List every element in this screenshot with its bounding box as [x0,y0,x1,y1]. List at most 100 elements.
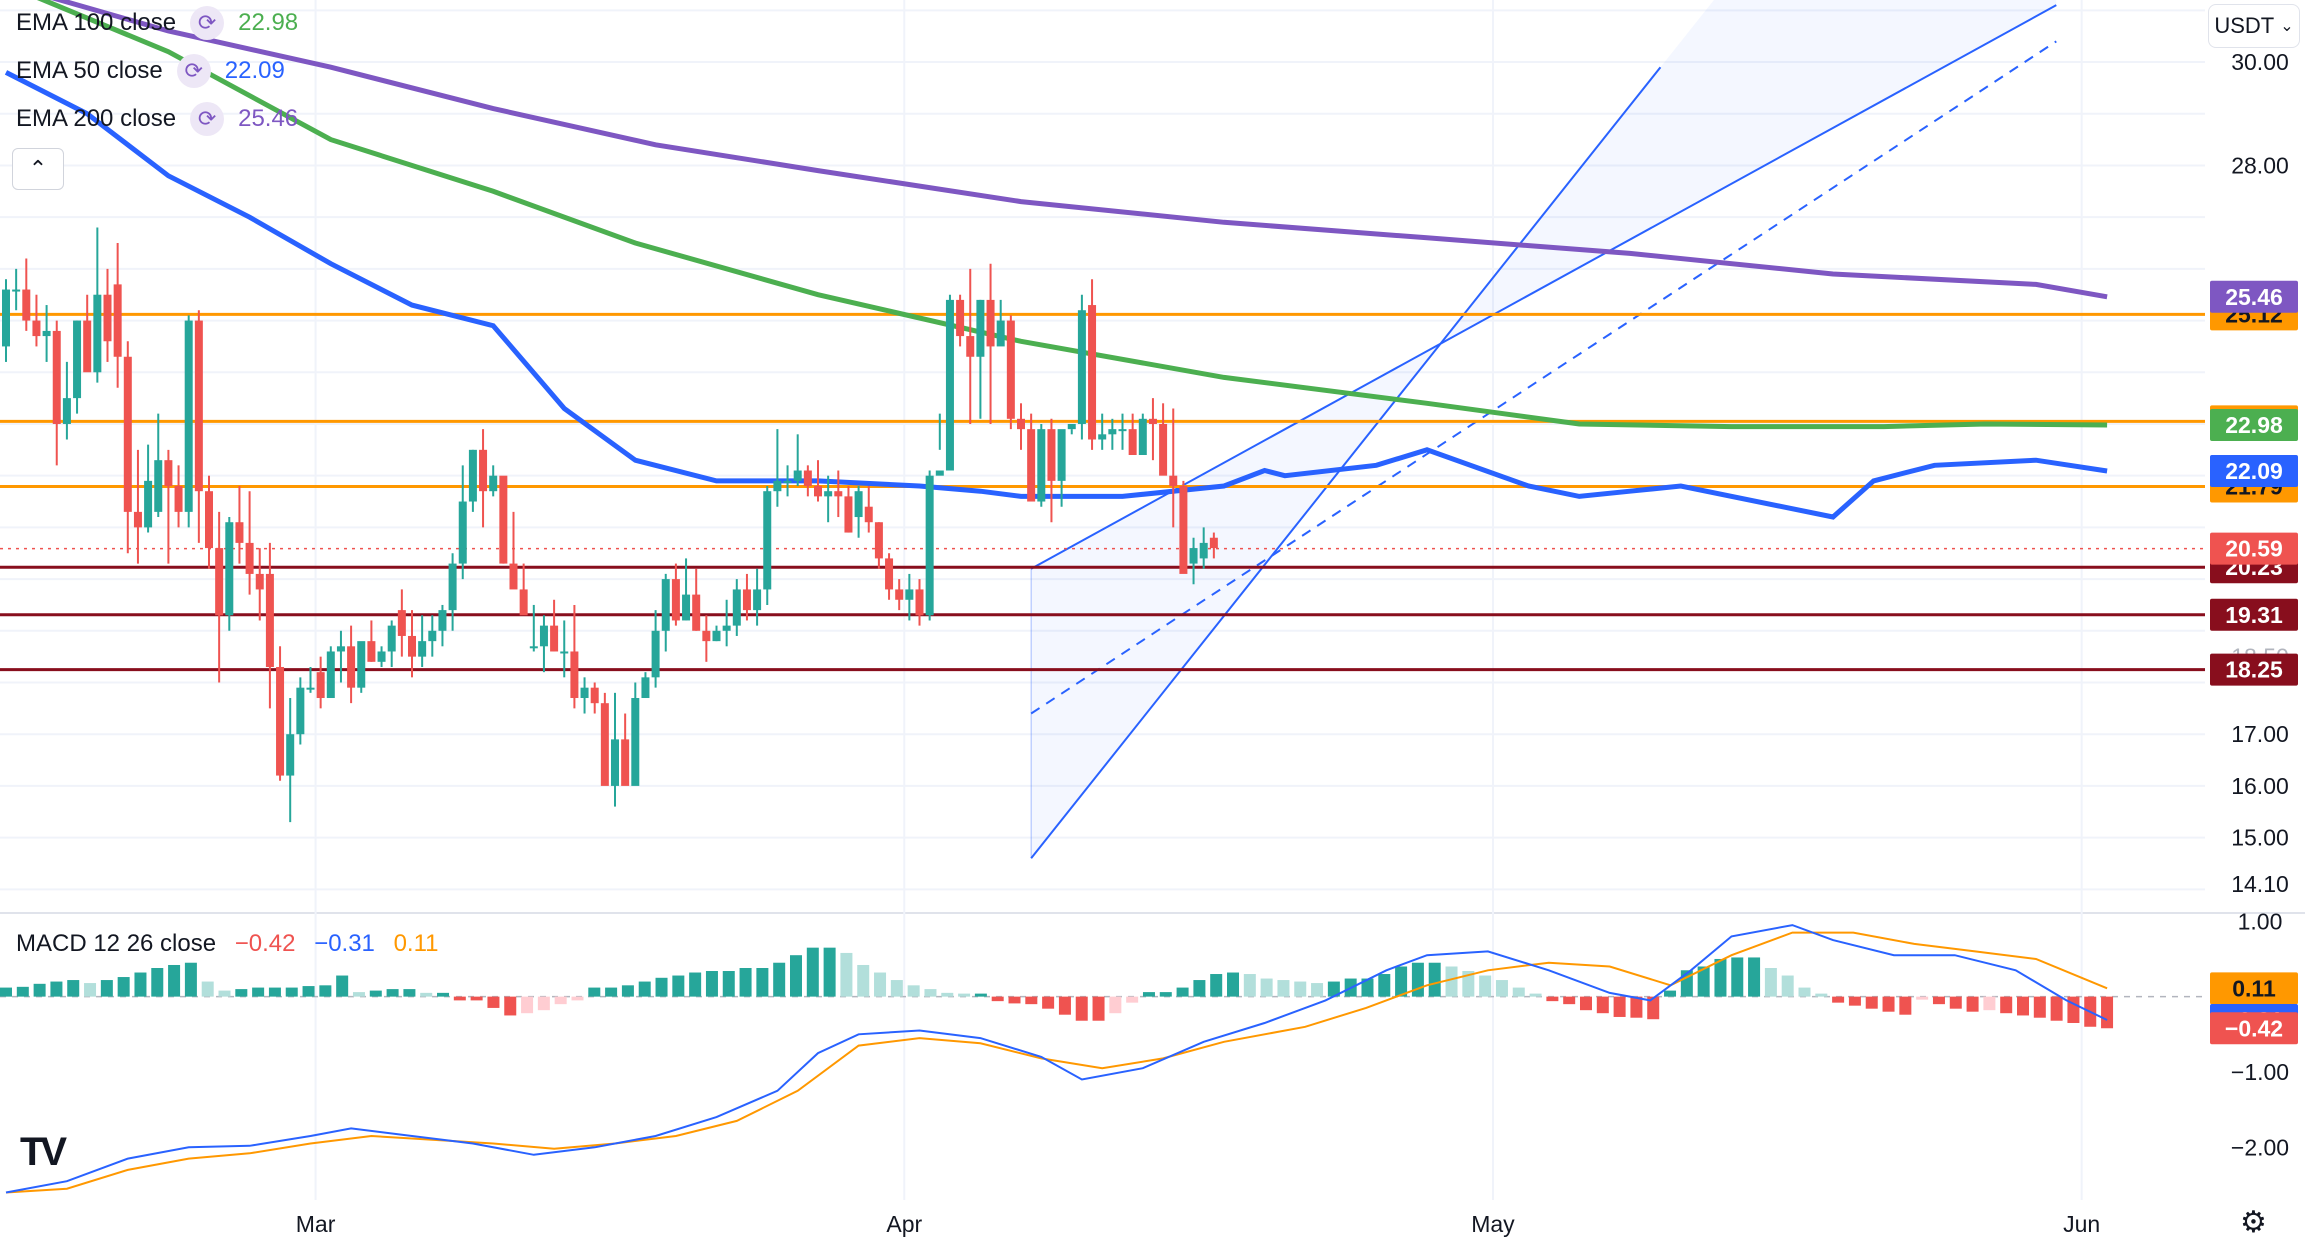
macd-histogram-bar [202,982,214,997]
macd-histogram-bar [1093,997,1105,1021]
candle-body [499,476,507,564]
sync-icon[interactable]: ⟳ [177,54,211,88]
candle-body [104,295,112,342]
candle-body [581,688,589,698]
candle-body [469,450,477,502]
macd-histogram-bar [975,994,987,997]
candle-body [114,284,122,356]
candle-body [530,646,538,648]
macd-label: MACD 12 26 close [16,930,216,957]
macd-histogram-bar [437,993,449,997]
candle-body [834,491,842,496]
macd-histogram-bar [1395,966,1407,996]
macd-histogram-bar [723,971,735,997]
legend-ema50[interactable]: EMA 50 close ⟳ 22.09 [16,54,285,88]
candle-body [1169,476,1177,486]
macd-histogram-bar [67,980,79,997]
candle-body [662,579,670,631]
macd-histogram-bar [992,997,1004,1002]
candle-body [895,589,903,599]
candle-body [946,300,954,471]
sync-icon[interactable]: ⟳ [190,6,224,40]
candle-body [713,631,721,641]
macd-histogram-bar [168,965,180,997]
macd-histogram-bar [1143,992,1155,997]
candle-body [124,357,132,512]
candle-body [286,734,294,775]
candle-body [1190,548,1198,564]
candle-body [1088,305,1096,439]
macd-histogram-bar [824,948,836,997]
currency-selector[interactable]: USDT ⌄ [2208,4,2300,48]
candle-body [73,321,81,399]
candle-body [1119,429,1127,431]
macd-legend[interactable]: MACD 12 26 close −0.42 −0.31 0.11 [16,930,451,958]
candle-body [601,703,609,786]
gear-icon[interactable]: ⚙ [2240,1205,2267,1240]
candle-body [763,491,771,589]
candle-body [1037,429,1045,501]
macd-histogram-bar [1277,980,1289,997]
candle-body [1179,486,1187,574]
macd-histogram-bar [958,994,970,997]
candle-body [1098,434,1106,439]
macd-histogram-bar [672,976,684,997]
candle-body [1149,419,1157,424]
macd-histogram-bar [1446,966,1458,996]
macd-histogram-bar [151,968,163,997]
macd-histogram-bar [1967,997,1979,1012]
macd-histogram-bar [1513,988,1525,997]
candle-body [12,290,20,292]
candle-body [916,589,924,615]
chevron-up-icon[interactable]: ⌃ [12,148,64,190]
macd-histogram-bar [219,991,231,997]
candle-body [459,502,467,564]
candle-body [175,486,183,512]
macd-histogram-bar [504,997,516,1016]
candle-body [63,398,71,424]
legend-ema100[interactable]: EMA 100 close ⟳ 22.98 [16,6,298,40]
macd-histogram-bar [2101,997,2113,1029]
legend-ema200[interactable]: EMA 200 close ⟳ 25.46 [16,102,298,136]
candle-body [418,641,426,657]
candle-body [347,646,355,687]
macd-histogram-bar [1563,997,1575,1005]
macd-histogram-bar [622,985,634,996]
macd-histogram-bar [1983,997,1995,1011]
macd-histogram-bar [1714,959,1726,997]
candle-body [1007,321,1015,419]
macd-histogram-bar [1177,988,1189,997]
macd-histogram-bar [1210,974,1222,997]
macd-histogram-bar [1160,992,1172,997]
candle-body [743,589,751,610]
candle-body [317,672,325,698]
candle-body [976,300,984,357]
candle-body [1200,543,1208,559]
candle-body [611,739,619,786]
macd-histogram-bar [1597,997,1609,1014]
macd-histogram-bar [252,988,264,997]
ema100-label: EMA 100 close [16,9,176,37]
candle-body [307,688,315,690]
candle-body [844,496,852,532]
candle-body [1108,429,1116,434]
macd-histogram-bar [1076,997,1088,1021]
currency-label: USDT [2214,13,2274,39]
macd-histogram-bar [656,978,668,997]
tradingview-logo-icon[interactable]: TV [20,1130,63,1175]
macd-histogram-bar [924,989,936,997]
macd-histogram-bar [605,988,617,997]
level-badge: 19.31 [2225,602,2283,628]
macd-histogram-bar [118,977,130,997]
candle-body [276,667,284,776]
macd-histogram-bar [1630,997,1642,1018]
macd-histogram-bar [908,985,920,996]
macd-histogram-bar [941,993,953,997]
candle-body [702,631,710,641]
channel-fill [1031,0,2056,858]
sync-icon[interactable]: ⟳ [190,102,224,136]
candle-body [773,481,781,491]
macd-histogram-bar [756,968,768,997]
